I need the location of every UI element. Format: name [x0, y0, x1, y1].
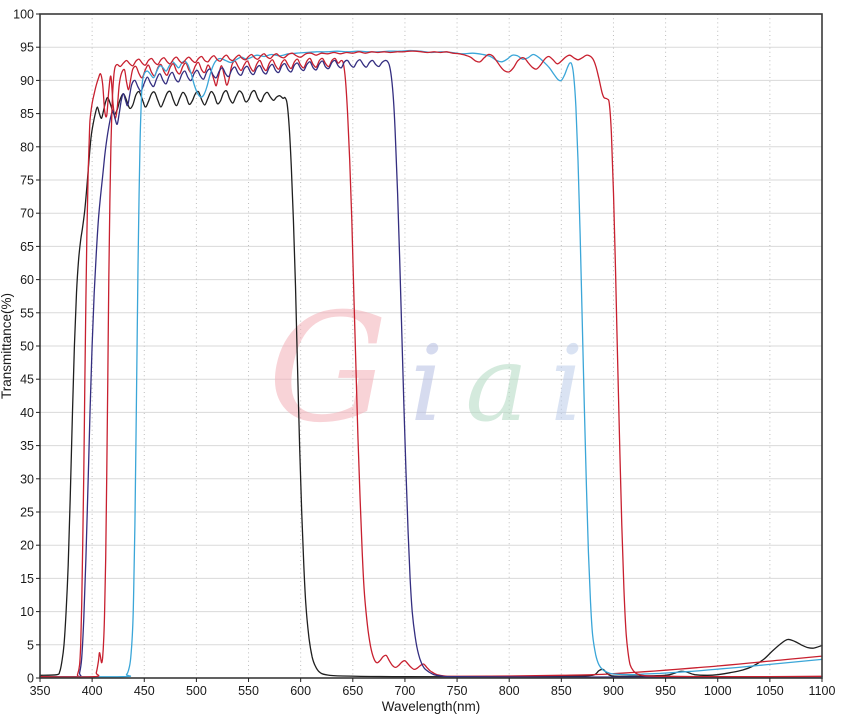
filter-curves	[39, 49, 823, 678]
x-tick-label: 850	[551, 684, 572, 698]
x-tick-label: 950	[655, 684, 676, 698]
y-tick-label: 45	[20, 373, 34, 387]
y-tick-label: 100	[13, 8, 34, 22]
curve-cyan-bandpass-440-870	[39, 49, 823, 678]
x-tick-label: 650	[342, 684, 363, 698]
x-tick-label: 550	[238, 684, 259, 698]
x-axis-title: Wavelength(nm)	[382, 699, 481, 714]
y-tick-label: 30	[20, 472, 34, 486]
y-tick-label: 55	[20, 306, 34, 320]
y-tick-label: 40	[20, 406, 34, 420]
x-tick-label: 800	[499, 684, 520, 698]
y-tick-label: 70	[20, 207, 34, 221]
y-tick-label: 65	[20, 240, 34, 254]
giai-watermark: Giai	[268, 282, 606, 456]
y-tick-label: 95	[20, 41, 34, 55]
y-tick-label: 35	[20, 439, 34, 453]
y-tick-label: 25	[20, 506, 34, 520]
curve-black-bandpass-385-600	[39, 89, 823, 678]
watermark-letter: G	[268, 282, 410, 456]
curve-navy-bandpass-395-700	[39, 59, 823, 678]
y-tick-label: 80	[20, 140, 34, 154]
curve-red-bandpass-415-900	[39, 50, 823, 678]
grid	[40, 14, 822, 678]
y-tick-label: 90	[20, 74, 34, 88]
y-tick-label: 15	[20, 572, 34, 586]
x-tick-label: 1000	[704, 684, 732, 698]
watermark-letter: i	[410, 323, 466, 445]
y-tick-label: 50	[20, 340, 34, 354]
watermark-letter: i	[550, 323, 606, 445]
x-tick-label: 1050	[756, 684, 784, 698]
x-tick-label: 900	[603, 684, 624, 698]
axes: 350 400 450 500 550 600 650 700 750 800 850 900 950 1…	[13, 8, 835, 699]
y-tick-label: 5	[27, 638, 34, 652]
x-tick-label: 450	[134, 684, 155, 698]
y-axis-title: Transmittance(%)	[0, 293, 14, 399]
x-tick-label: 1100	[809, 684, 836, 698]
y-tick-label: 60	[20, 273, 34, 287]
y-tick-label: 20	[20, 539, 34, 553]
x-tick-label: 350	[30, 684, 51, 698]
x-tick-label: 400	[82, 684, 103, 698]
y-tick-label: 10	[20, 605, 34, 619]
x-tick-label: 600	[290, 684, 311, 698]
x-tick-label: 700	[395, 684, 416, 698]
y-tick-label: 75	[20, 174, 34, 188]
watermark-letter: a	[465, 323, 550, 445]
x-tick-label: 500	[186, 684, 207, 698]
y-tick-label: 85	[20, 107, 34, 121]
x-tick-label: 750	[447, 684, 468, 698]
y-tick-label: 0	[27, 672, 34, 686]
